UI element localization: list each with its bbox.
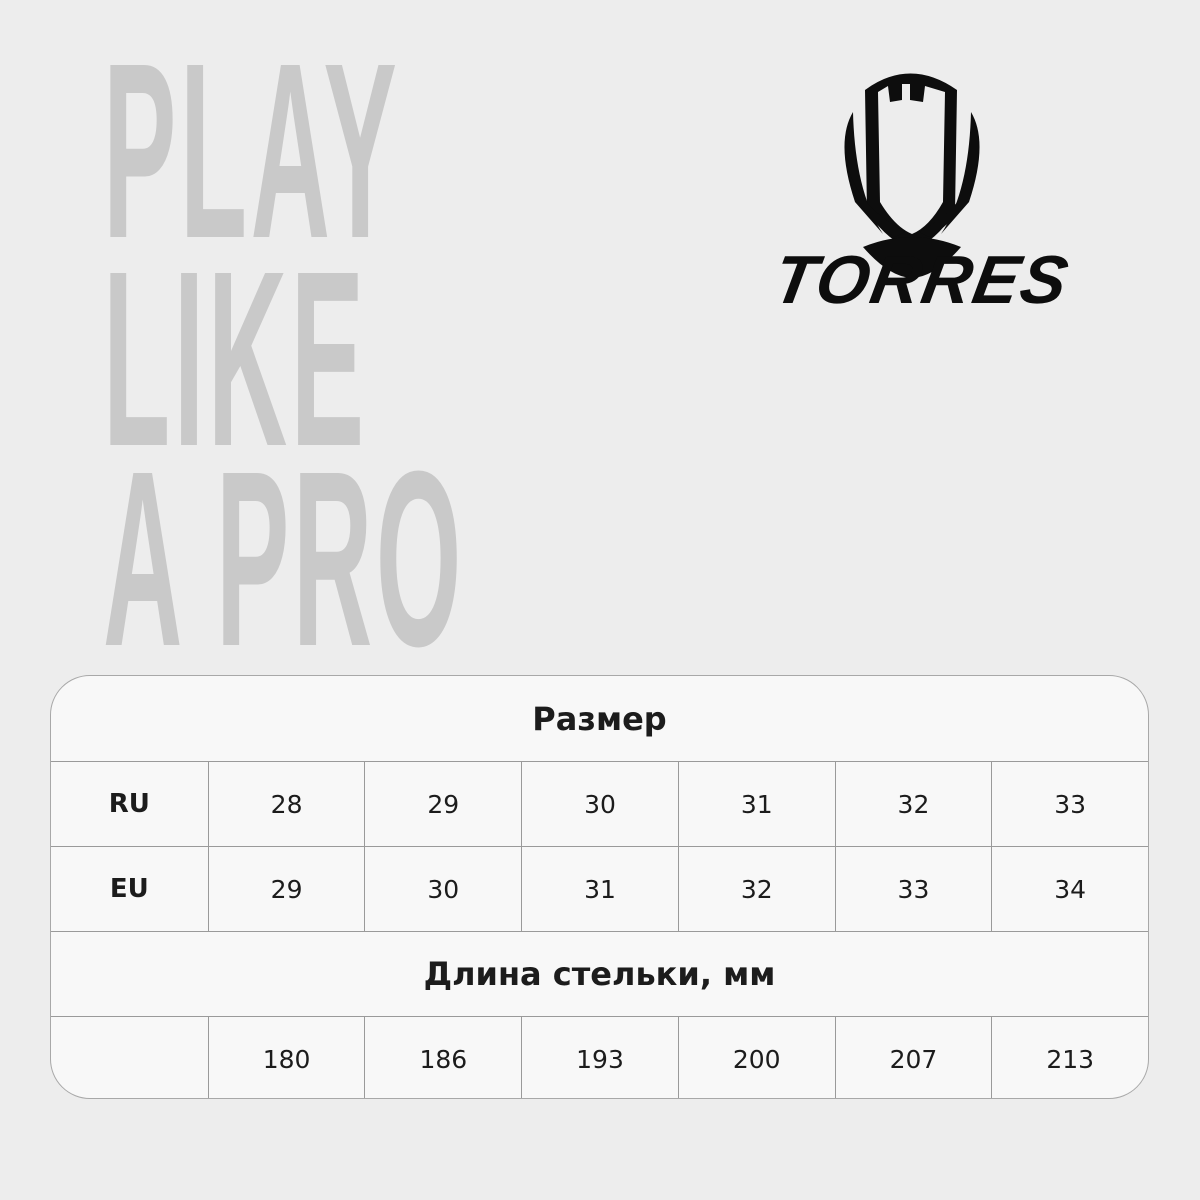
table-cell: 28 — [207, 762, 365, 846]
table-cell: 30 — [364, 847, 521, 931]
table-row-ru: RU 28 29 30 31 32 33 — [51, 761, 1148, 846]
table-cell: 200 — [677, 1017, 835, 1098]
slogan-line-3: A PRO — [103, 419, 465, 698]
table-cell: 31 — [521, 847, 678, 931]
table-row-eu: EU 29 30 31 32 33 34 — [51, 846, 1148, 931]
table-row-insole: 180 186 193 200 207 213 — [51, 1016, 1148, 1098]
table-cell: 29 — [207, 847, 365, 931]
table-cell: 180 — [207, 1017, 365, 1098]
table-cell: 34 — [991, 847, 1148, 931]
table-cell: 29 — [364, 762, 521, 846]
table-cell: 32 — [677, 847, 835, 931]
table-cell: 31 — [677, 762, 835, 846]
row-label: RU — [108, 789, 150, 819]
table-cell: 33 — [834, 847, 992, 931]
size-title-row: Размер — [51, 676, 1148, 761]
row-label — [51, 1017, 208, 1098]
table-cell: 213 — [991, 1017, 1148, 1098]
table-cell: 32 — [834, 762, 992, 846]
table-cell: 186 — [364, 1017, 521, 1098]
size-title: Размер — [532, 699, 667, 738]
brand-logo: TORRES — [735, 62, 1105, 318]
insole-title-row: Длина стельки, мм — [51, 931, 1148, 1016]
row-label: EU — [109, 874, 149, 904]
brand-wordmark: TORRES — [768, 241, 1076, 312]
slogan-line-1: PLAY — [103, 11, 401, 290]
table-cell: 193 — [521, 1017, 678, 1098]
table-cell: 33 — [991, 762, 1148, 846]
insole-title: Длина стельки, мм — [423, 955, 776, 993]
size-table: Размер RU 28 29 30 31 32 33 EU 29 30 31 … — [50, 675, 1149, 1099]
slogan-line-2: LIKE — [103, 219, 368, 498]
table-cell: 207 — [834, 1017, 992, 1098]
torres-shield-icon: TORRES — [768, 73, 1076, 318]
table-cell: 30 — [521, 762, 678, 846]
